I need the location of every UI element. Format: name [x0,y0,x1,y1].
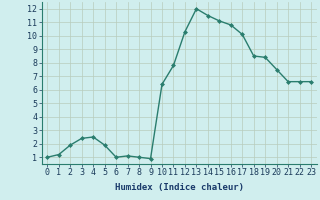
X-axis label: Humidex (Indice chaleur): Humidex (Indice chaleur) [115,183,244,192]
